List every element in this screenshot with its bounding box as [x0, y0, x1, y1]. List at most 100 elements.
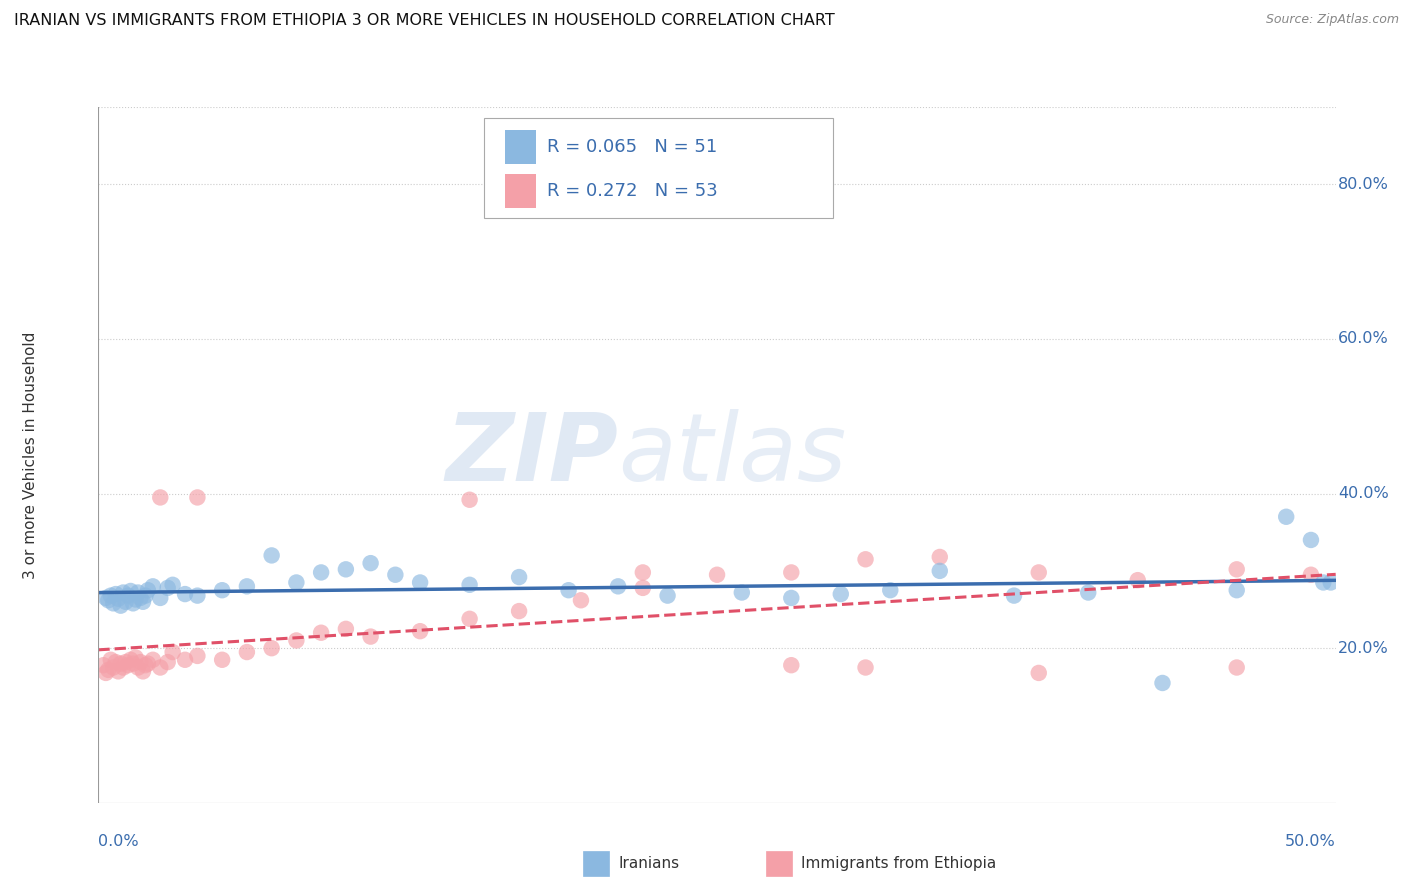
- Point: [508, 604, 530, 618]
- Text: 80.0%: 80.0%: [1339, 177, 1389, 192]
- Point: [335, 622, 357, 636]
- Point: [93, 658, 115, 673]
- Point: [458, 612, 481, 626]
- Text: 50.0%: 50.0%: [1285, 834, 1336, 849]
- Point: [569, 593, 592, 607]
- Point: [409, 624, 432, 639]
- Point: [260, 641, 283, 656]
- Point: [114, 595, 136, 609]
- Point: [1312, 575, 1334, 590]
- Point: [127, 660, 149, 674]
- Point: [1226, 660, 1249, 674]
- Point: [855, 552, 877, 566]
- Text: Iranians: Iranians: [619, 856, 679, 871]
- Point: [879, 583, 901, 598]
- Point: [134, 589, 156, 603]
- Point: [928, 564, 950, 578]
- Point: [136, 583, 159, 598]
- Point: [104, 587, 127, 601]
- Point: [100, 589, 122, 603]
- Point: [103, 596, 125, 610]
- Point: [186, 491, 208, 505]
- Point: [162, 645, 184, 659]
- Text: 40.0%: 40.0%: [1339, 486, 1389, 501]
- Point: [129, 591, 152, 605]
- Point: [120, 653, 142, 667]
- Point: [458, 492, 481, 507]
- Text: 20.0%: 20.0%: [1339, 640, 1389, 656]
- Point: [117, 589, 139, 603]
- Point: [186, 589, 208, 603]
- Point: [1126, 573, 1149, 587]
- Point: [104, 655, 127, 669]
- Point: [780, 658, 803, 673]
- Point: [830, 587, 852, 601]
- Point: [124, 650, 146, 665]
- Point: [122, 596, 145, 610]
- Point: [631, 566, 654, 580]
- Point: [132, 595, 155, 609]
- Point: [1002, 589, 1025, 603]
- Text: ZIP: ZIP: [446, 409, 619, 501]
- Point: [134, 658, 156, 673]
- Text: atlas: atlas: [619, 409, 846, 500]
- Point: [1319, 575, 1341, 590]
- Point: [1299, 567, 1322, 582]
- Point: [285, 633, 308, 648]
- Point: [236, 579, 259, 593]
- Point: [1077, 585, 1099, 599]
- Point: [631, 581, 654, 595]
- Point: [156, 655, 179, 669]
- Point: [360, 556, 382, 570]
- Text: R = 0.065   N = 51: R = 0.065 N = 51: [547, 138, 717, 156]
- Point: [458, 578, 481, 592]
- Text: Source: ZipAtlas.com: Source: ZipAtlas.com: [1265, 13, 1399, 27]
- Text: 0.0%: 0.0%: [98, 834, 139, 849]
- Point: [149, 491, 172, 505]
- Point: [855, 660, 877, 674]
- Point: [260, 549, 283, 563]
- Point: [1226, 562, 1249, 576]
- Point: [107, 591, 129, 606]
- Point: [107, 665, 129, 679]
- Point: [103, 660, 125, 674]
- Point: [110, 657, 132, 671]
- Point: [657, 589, 679, 603]
- Point: [309, 566, 332, 580]
- Point: [174, 653, 197, 667]
- Point: [1275, 509, 1298, 524]
- Point: [110, 599, 132, 613]
- Point: [112, 585, 135, 599]
- Point: [94, 665, 117, 680]
- Text: 60.0%: 60.0%: [1339, 332, 1389, 346]
- Point: [136, 657, 159, 671]
- Point: [309, 625, 332, 640]
- Point: [149, 591, 172, 605]
- Point: [360, 630, 382, 644]
- Point: [100, 653, 122, 667]
- Point: [124, 592, 146, 607]
- Point: [129, 655, 152, 669]
- Point: [97, 663, 120, 677]
- Point: [127, 585, 149, 599]
- Point: [122, 657, 145, 671]
- Point: [211, 583, 233, 598]
- Point: [285, 575, 308, 590]
- Point: [1152, 676, 1174, 690]
- Point: [731, 585, 754, 599]
- Point: [97, 593, 120, 607]
- Point: [142, 653, 165, 667]
- Point: [409, 575, 432, 590]
- Point: [780, 591, 803, 605]
- Point: [508, 570, 530, 584]
- Point: [236, 645, 259, 659]
- Point: [174, 587, 197, 601]
- Point: [1299, 533, 1322, 547]
- Point: [132, 665, 155, 679]
- Point: [149, 660, 172, 674]
- Text: IRANIAN VS IMMIGRANTS FROM ETHIOPIA 3 OR MORE VEHICLES IN HOUSEHOLD CORRELATION : IRANIAN VS IMMIGRANTS FROM ETHIOPIA 3 OR…: [14, 13, 835, 29]
- Point: [335, 562, 357, 576]
- Point: [94, 591, 117, 605]
- Point: [211, 653, 233, 667]
- Point: [142, 579, 165, 593]
